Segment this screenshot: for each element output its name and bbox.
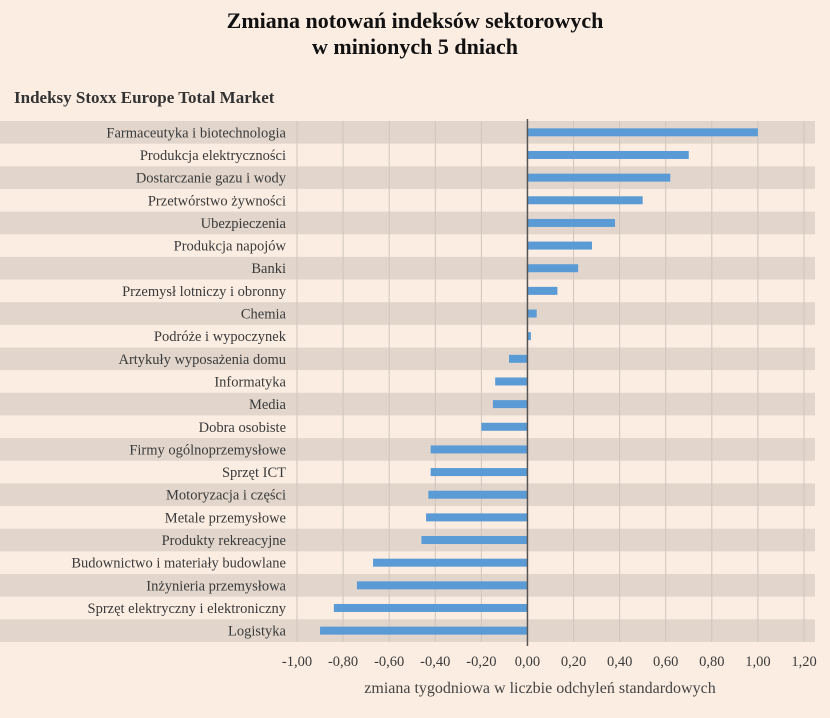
bar bbox=[527, 241, 592, 250]
category-label: Przemysł lotniczy i obronny bbox=[122, 284, 287, 300]
category-label: Informatyka bbox=[214, 374, 286, 390]
bar bbox=[527, 218, 616, 227]
bar bbox=[527, 128, 758, 137]
bar bbox=[527, 286, 558, 295]
bar bbox=[356, 581, 528, 590]
bar bbox=[430, 445, 528, 454]
bar bbox=[333, 603, 528, 612]
bar bbox=[426, 513, 528, 522]
x-tick-label: 1,20 bbox=[791, 654, 816, 670]
category-label: Farmaceutyka i biotechnologia bbox=[106, 125, 286, 141]
category-label: Produkty rekreacyjne bbox=[162, 533, 286, 549]
category-label: Sprzęt ICT bbox=[222, 465, 286, 481]
category-label: Inżynieria przemysłowa bbox=[146, 578, 286, 594]
row-stripe bbox=[0, 256, 815, 280]
category-label: Metale przemysłowe bbox=[165, 510, 286, 526]
x-tick-label: 0,20 bbox=[561, 654, 586, 670]
category-label: Budownictwo i materiały budowlane bbox=[71, 556, 286, 572]
bar bbox=[430, 468, 528, 477]
category-label: Sprzęt elektryczny i elektroniczny bbox=[88, 601, 287, 617]
x-tick-label: -0,80 bbox=[328, 654, 358, 670]
chart-title: Zmiana notowań indeksów sektorowych w mi… bbox=[0, 8, 830, 60]
x-tick-label: -1,00 bbox=[282, 654, 312, 670]
x-tick-label: 0,80 bbox=[699, 654, 724, 670]
bar bbox=[421, 536, 528, 545]
bar bbox=[428, 490, 528, 499]
bar bbox=[492, 400, 528, 409]
row-stripe bbox=[0, 392, 815, 416]
bar bbox=[509, 354, 528, 363]
x-tick-label: -0,60 bbox=[374, 654, 404, 670]
x-tick-label: 0,60 bbox=[653, 654, 678, 670]
x-tick-label: 0,00 bbox=[515, 654, 540, 670]
chart-subtitle: Indeksy Stoxx Europe Total Market bbox=[14, 88, 275, 107]
x-tick-labels: -1,00 -0,80 -0,60 -0,40 -0,20 0,00 0,20 0,40 0,6… bbox=[282, 654, 817, 670]
row-stripe bbox=[0, 528, 815, 552]
x-tick-label: 0,40 bbox=[607, 654, 632, 670]
bar bbox=[527, 332, 531, 341]
category-label: Firmy ogólnoprzemysłowe bbox=[129, 442, 286, 458]
row-stripe bbox=[0, 347, 815, 371]
category-label: Dostarczanie gazu i wody bbox=[136, 171, 287, 187]
bar bbox=[481, 422, 528, 431]
bar bbox=[373, 558, 528, 567]
bar bbox=[527, 196, 643, 205]
bar bbox=[527, 150, 689, 159]
category-label: Podróże i wypoczynek bbox=[154, 329, 287, 345]
category-label: Chemia bbox=[241, 307, 287, 323]
category-label: Motoryzacja i części bbox=[166, 488, 286, 504]
category-label: Banki bbox=[251, 261, 286, 277]
category-label: Dobra osobiste bbox=[199, 420, 286, 436]
bar bbox=[527, 309, 537, 318]
bar bbox=[527, 173, 671, 182]
row-stripe bbox=[0, 438, 815, 461]
bars bbox=[320, 128, 758, 635]
category-label: Ubezpieczenia bbox=[201, 216, 287, 232]
row-stripe bbox=[0, 166, 815, 189]
category-label: Artykuły wyposażenia domu bbox=[118, 352, 286, 368]
row-stripe bbox=[0, 483, 815, 507]
row-stripe bbox=[0, 211, 815, 235]
x-axis-label: zmiana tygodniowa w liczbie odchyleń sta… bbox=[364, 680, 716, 697]
category-label: Logistyka bbox=[228, 624, 287, 640]
bar bbox=[320, 626, 528, 635]
x-tick-label: -0,40 bbox=[420, 654, 450, 670]
category-label: Media bbox=[249, 397, 287, 413]
chart-title-line2: w minionych 5 dniach bbox=[312, 34, 518, 59]
row-stripe bbox=[0, 121, 815, 144]
grid-lines bbox=[296, 121, 805, 642]
bar bbox=[495, 377, 528, 386]
x-tick-label: -0,20 bbox=[466, 654, 496, 670]
category-label: Produkcja elektryczności bbox=[140, 148, 286, 164]
row-stripe bbox=[0, 302, 815, 325]
category-label: Produkcja napojów bbox=[174, 239, 287, 255]
chart-title-line1: Zmiana notowań indeksów sektorowych bbox=[226, 8, 604, 33]
bar bbox=[527, 264, 579, 273]
x-tick-label: 1,00 bbox=[745, 654, 770, 670]
category-label: Przetwórstwo żywności bbox=[148, 193, 286, 209]
category-labels: Farmaceutyka i biotechnologia Produkcja e… bbox=[71, 125, 286, 639]
